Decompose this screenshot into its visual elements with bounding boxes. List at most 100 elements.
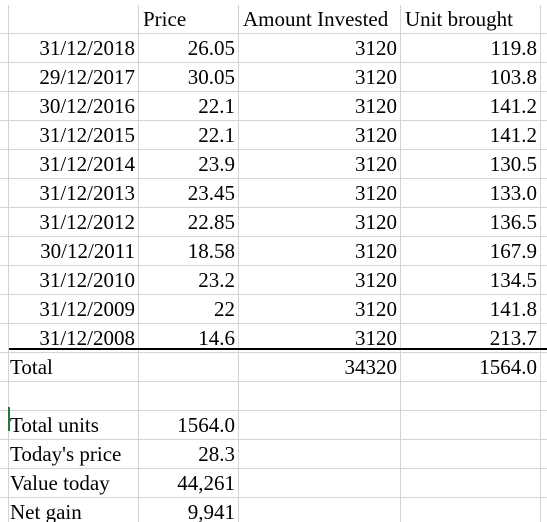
total-amount[interactable]: 34320 xyxy=(239,353,401,382)
amount-cell[interactable]: 3120 xyxy=(239,34,401,63)
price-cell[interactable]: 22.1 xyxy=(139,92,239,121)
units-cell[interactable]: 134.5 xyxy=(401,266,541,295)
price-cell[interactable]: 23.45 xyxy=(139,179,239,208)
units-cell[interactable]: 133.0 xyxy=(401,179,541,208)
total-units[interactable]: 1564.0 xyxy=(401,353,541,382)
cell[interactable] xyxy=(541,498,547,522)
cell[interactable] xyxy=(541,208,547,237)
cell[interactable] xyxy=(9,5,139,34)
cell[interactable] xyxy=(541,92,547,121)
cell[interactable] xyxy=(541,295,547,324)
date-cell[interactable]: 31/12/2009 xyxy=(9,295,139,324)
units-cell[interactable]: 167.9 xyxy=(401,237,541,266)
cell[interactable] xyxy=(0,5,9,34)
cell[interactable] xyxy=(541,179,547,208)
price-cell[interactable]: 22.85 xyxy=(139,208,239,237)
cell[interactable] xyxy=(541,5,547,34)
units-cell[interactable]: 141.8 xyxy=(401,295,541,324)
cell[interactable] xyxy=(0,34,9,63)
amount-cell[interactable]: 3120 xyxy=(239,208,401,237)
price-cell[interactable]: 23.9 xyxy=(139,150,239,179)
cell[interactable] xyxy=(0,121,9,150)
cell[interactable] xyxy=(541,266,547,295)
date-cell[interactable]: 31/12/2014 xyxy=(9,150,139,179)
cell[interactable] xyxy=(541,150,547,179)
date-cell[interactable]: 29/12/2017 xyxy=(9,63,139,92)
cell[interactable] xyxy=(401,411,541,440)
cell[interactable] xyxy=(0,92,9,121)
header-price[interactable]: Price xyxy=(139,5,239,34)
units-cell[interactable]: 103.8 xyxy=(401,63,541,92)
cell[interactable] xyxy=(0,295,9,324)
price-cell[interactable]: 22 xyxy=(139,295,239,324)
date-cell[interactable]: 31/12/2010 xyxy=(9,266,139,295)
date-cell[interactable]: 31/12/2008 xyxy=(9,324,139,353)
cell[interactable] xyxy=(239,469,401,498)
amount-cell[interactable]: 3120 xyxy=(239,266,401,295)
cell[interactable] xyxy=(541,440,547,469)
amount-cell[interactable]: 3120 xyxy=(239,295,401,324)
cell[interactable] xyxy=(239,382,401,411)
cell[interactable] xyxy=(541,63,547,92)
cell[interactable] xyxy=(0,498,9,522)
cell[interactable] xyxy=(0,469,9,498)
cell[interactable] xyxy=(139,382,239,411)
date-cell[interactable]: 30/12/2016 xyxy=(9,92,139,121)
price-cell[interactable]: 14.6 xyxy=(139,324,239,353)
cell[interactable] xyxy=(0,353,9,382)
units-cell[interactable]: 213.7 xyxy=(401,324,541,353)
price-cell[interactable]: 23.2 xyxy=(139,266,239,295)
total-label[interactable]: Total xyxy=(9,353,139,382)
summary-label[interactable]: Today's price xyxy=(9,440,139,469)
summary-value[interactable]: 1564.0 xyxy=(139,411,239,440)
cell[interactable] xyxy=(0,150,9,179)
cell[interactable] xyxy=(401,382,541,411)
summary-label[interactable]: Net gain xyxy=(9,498,139,522)
units-cell[interactable]: 141.2 xyxy=(401,92,541,121)
summary-value[interactable]: 28.3 xyxy=(139,440,239,469)
cell[interactable] xyxy=(401,498,541,522)
units-cell[interactable]: 136.5 xyxy=(401,208,541,237)
cell[interactable] xyxy=(541,237,547,266)
amount-cell[interactable]: 3120 xyxy=(239,121,401,150)
cell[interactable] xyxy=(239,411,401,440)
price-cell[interactable]: 18.58 xyxy=(139,237,239,266)
cell[interactable] xyxy=(541,382,547,411)
cell[interactable] xyxy=(0,324,9,353)
amount-cell[interactable]: 3120 xyxy=(239,92,401,121)
cell[interactable] xyxy=(0,63,9,92)
price-cell[interactable]: 22.1 xyxy=(139,121,239,150)
price-cell[interactable]: 26.05 xyxy=(139,34,239,63)
amount-cell[interactable]: 3120 xyxy=(239,179,401,208)
cell[interactable] xyxy=(0,237,9,266)
summary-value[interactable]: 44,261 xyxy=(139,469,239,498)
amount-cell[interactable]: 3120 xyxy=(239,237,401,266)
cell[interactable] xyxy=(401,440,541,469)
date-cell[interactable]: 31/12/2013 xyxy=(9,179,139,208)
cell[interactable] xyxy=(541,469,547,498)
date-cell[interactable]: 31/12/2012 xyxy=(9,208,139,237)
cell[interactable] xyxy=(541,34,547,63)
summary-label[interactable]: Total units xyxy=(9,411,139,440)
cell[interactable] xyxy=(0,179,9,208)
date-cell[interactable]: 31/12/2018 xyxy=(9,34,139,63)
header-unit-brought[interactable]: Unit brought xyxy=(401,5,541,34)
cell[interactable] xyxy=(541,121,547,150)
summary-label[interactable]: Value today xyxy=(9,469,139,498)
date-cell[interactable]: 30/12/2011 xyxy=(9,237,139,266)
units-cell[interactable]: 130.5 xyxy=(401,150,541,179)
amount-cell[interactable]: 3120 xyxy=(239,150,401,179)
units-cell[interactable]: 119.8 xyxy=(401,34,541,63)
price-cell[interactable]: 30.05 xyxy=(139,63,239,92)
cell[interactable] xyxy=(0,440,9,469)
cell[interactable] xyxy=(139,353,239,382)
summary-value[interactable]: 9,941 xyxy=(139,498,239,522)
cell[interactable] xyxy=(0,266,9,295)
header-amount-invested[interactable]: Amount Invested xyxy=(239,5,401,34)
date-cell[interactable]: 31/12/2015 xyxy=(9,121,139,150)
cell[interactable] xyxy=(9,382,139,411)
cell[interactable] xyxy=(401,469,541,498)
cell[interactable] xyxy=(239,498,401,522)
cell[interactable] xyxy=(0,208,9,237)
cell[interactable] xyxy=(239,440,401,469)
